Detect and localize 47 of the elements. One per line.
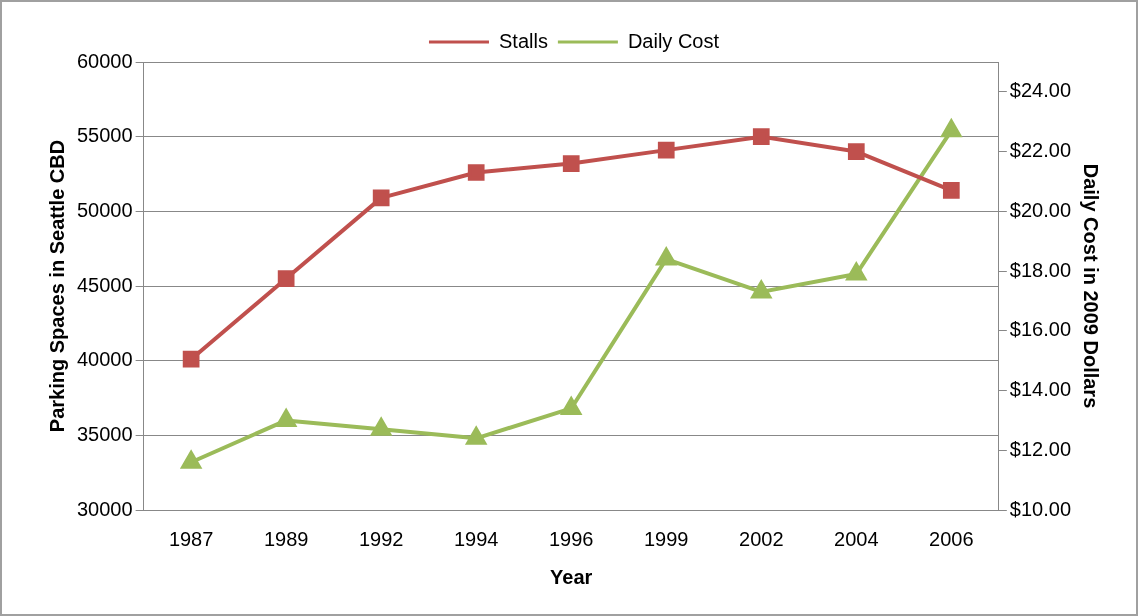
point (182, 350, 200, 368)
point (276, 409, 296, 427)
y-axis-title: Parking Spaces in Seattle CBD (45, 139, 68, 433)
y2-tick-label: $20.00 (1009, 198, 1071, 221)
point (751, 280, 772, 299)
x-tick-label: 2004 (834, 527, 879, 550)
y-tick-label: 45000 (76, 273, 133, 296)
point (181, 451, 201, 469)
y2-tick-label: $24.00 (1009, 79, 1071, 102)
point (847, 143, 865, 160)
x-axis-title: Year (550, 565, 593, 588)
x-tick-label: 2006 (929, 527, 974, 550)
point (846, 263, 867, 281)
y-tick-label: 35000 (76, 422, 133, 445)
point (562, 155, 580, 172)
x-tick-label: 2002 (739, 527, 784, 550)
y-tick-label: 55000 (76, 124, 133, 147)
x-tick-label: 1994 (453, 527, 499, 550)
x-tick-label: 1999 (644, 527, 689, 550)
point (942, 182, 960, 199)
point (467, 164, 485, 181)
point (752, 128, 770, 146)
x-tick-label: 1996 (548, 527, 594, 550)
y2-tick-label: $22.00 (1009, 139, 1071, 162)
y2-tick-label: $16.00 (1009, 318, 1071, 341)
y2-axis-title: Daily Cost in 2009 Dollars (1080, 163, 1103, 409)
y-tick-label: 60000 (76, 49, 133, 72)
point (657, 141, 675, 159)
point (561, 397, 582, 415)
y2-tick-label: $12.00 (1009, 437, 1071, 460)
legend-label: Daily Cost (627, 29, 720, 52)
y-tick-label: 30000 (76, 497, 133, 520)
x-tick-label: 1992 (358, 527, 404, 550)
y-tick-label: 50000 (76, 198, 133, 221)
point (371, 418, 391, 436)
y2-tick-label: $18.00 (1009, 258, 1071, 281)
x-tick-label: 1989 (263, 527, 309, 550)
y2-tick-label: $10.00 (1009, 497, 1071, 520)
point (656, 248, 677, 266)
x-tick-label: 1987 (168, 527, 214, 550)
point (277, 270, 295, 287)
point (940, 117, 963, 138)
legend-label: Stalls (498, 29, 548, 52)
y-tick-label: 40000 (76, 348, 133, 371)
y2-tick-label: $14.00 (1009, 378, 1071, 401)
point (372, 189, 390, 207)
point (466, 427, 486, 445)
